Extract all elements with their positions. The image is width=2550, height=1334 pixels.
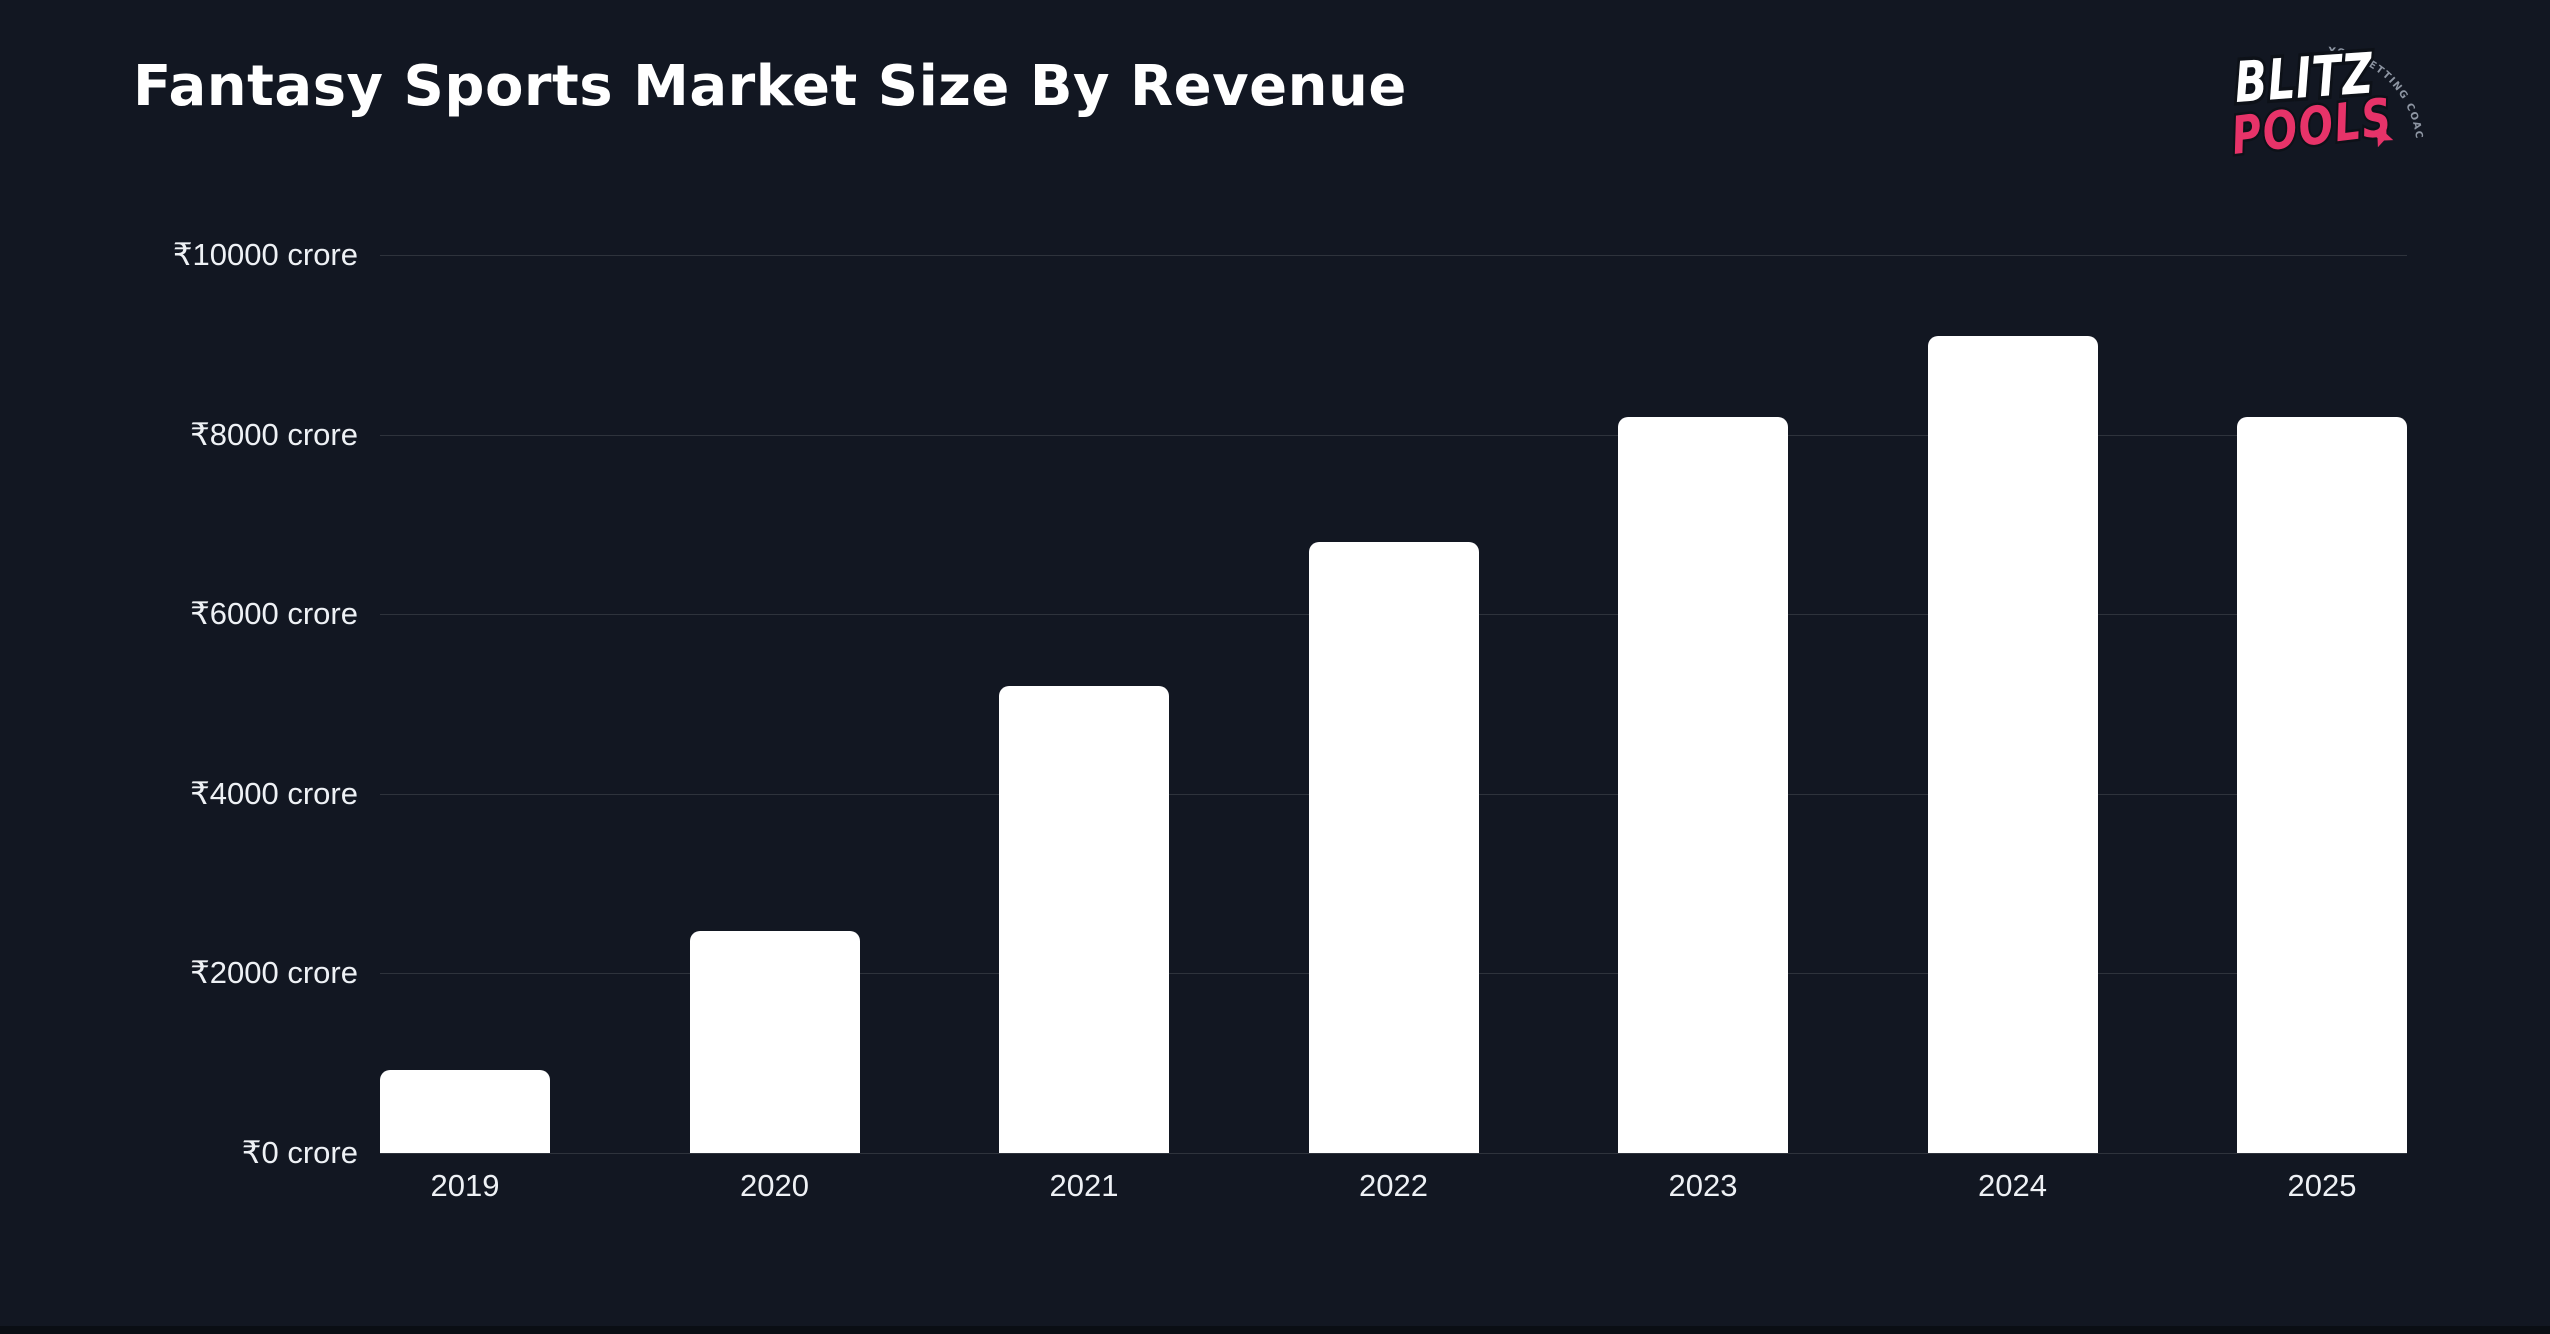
gridline-10000 — [380, 255, 2407, 256]
y-tick-label-10000: ₹10000 crore — [172, 237, 358, 272]
y-axis: ₹0 crore ₹2000 crore ₹4000 crore ₹6000 cror… — [0, 237, 358, 1195]
bar-2020 — [689, 931, 860, 1153]
blitzpools-logo: YOU BETTING COACH BLITZ POOLS — [2210, 18, 2423, 168]
x-tick-label-2022: 2022 — [1359, 1168, 1428, 1203]
gridline-0 — [380, 1153, 2407, 1154]
bar-2023 — [1618, 416, 1788, 1153]
plot-area: 2019 2020 2021 2022 2023 2024 2025 — [380, 255, 2407, 1203]
y-tick-label-6000: ₹6000 crore — [190, 596, 358, 632]
x-tick-label-2021: 2021 — [1049, 1168, 1119, 1203]
gridline-8000 — [380, 434, 2407, 436]
x-tick-label-2025: 2025 — [2287, 1168, 2357, 1203]
bar-2024 — [1927, 335, 2098, 1153]
x-tick-label-2020: 2020 — [740, 1168, 809, 1203]
bar-2025 — [2237, 416, 2407, 1153]
y-tick-label-8000: ₹8000 crore — [190, 416, 358, 452]
star-icon — [2370, 124, 2394, 148]
bar-2021 — [999, 686, 1169, 1153]
x-tick-label-2024: 2024 — [1978, 1168, 2047, 1203]
y-tick-label-2000: ₹2000 crore — [190, 955, 358, 991]
bar-2022 — [1308, 542, 1479, 1153]
bar-2019 — [380, 1070, 550, 1153]
logo-wordmark-blitz: BLITZ — [2232, 41, 2375, 116]
bottom-edge-strip — [0, 1326, 2550, 1334]
chart-title: Fantasy Sports Market Size By Revenue — [133, 54, 1407, 119]
y-tick-label-0: ₹0 crore — [241, 1135, 358, 1170]
x-tick-label-2023: 2023 — [1668, 1168, 1738, 1203]
y-tick-label-4000: ₹4000 crore — [190, 775, 358, 811]
x-tick-label-2019: 2019 — [430, 1168, 500, 1203]
